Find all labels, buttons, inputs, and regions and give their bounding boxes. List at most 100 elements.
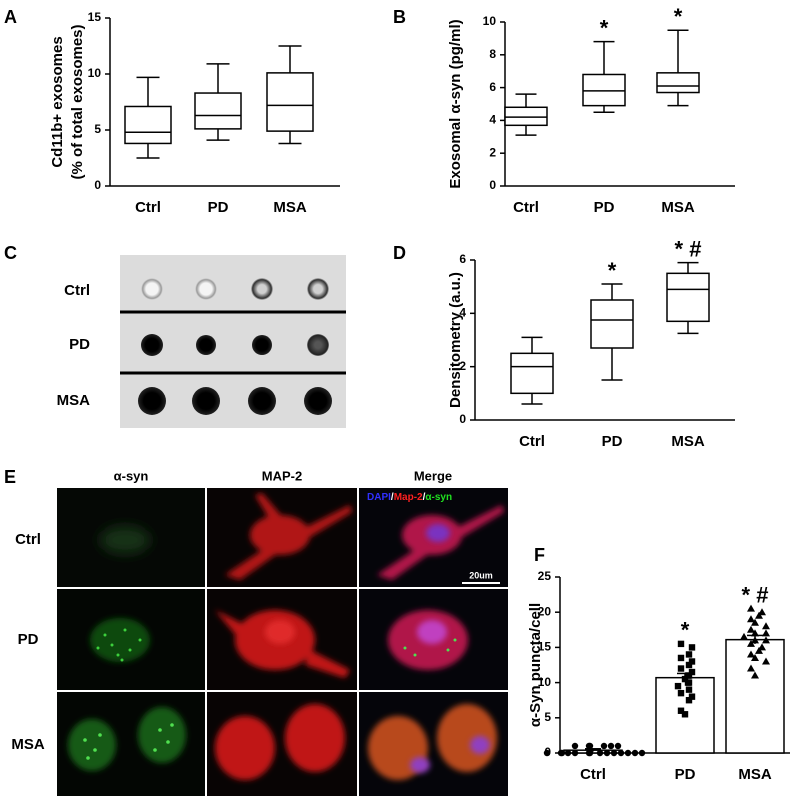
box xyxy=(666,272,710,323)
y-tick-label: 10 xyxy=(88,66,102,80)
row-label: Ctrl xyxy=(15,531,41,548)
y-tick-label: 2 xyxy=(489,145,496,159)
merge-legend: DAPI/Map-2/α-syn xyxy=(367,492,452,503)
significance-marker: * xyxy=(600,15,609,40)
data-point xyxy=(758,608,766,616)
bar xyxy=(655,676,715,754)
dot-blot xyxy=(120,255,346,428)
legend-segment: / xyxy=(423,492,426,503)
legend-segment: α-syn xyxy=(425,492,452,503)
data-point xyxy=(607,742,615,750)
blot-dot xyxy=(141,334,163,356)
legend-segment: Map-2 xyxy=(394,492,423,503)
y-tick-label: 2 xyxy=(459,359,466,373)
y-tick-label: 15 xyxy=(538,640,552,654)
data-point xyxy=(751,629,759,637)
data-point xyxy=(740,632,748,640)
data-point xyxy=(586,742,594,750)
x-tick-label: MSA xyxy=(661,199,695,216)
y-tick-label: 5 xyxy=(544,710,551,724)
data-point xyxy=(751,636,759,644)
y-axis-label: α-Syn puncta/cell xyxy=(527,603,544,727)
data-point xyxy=(747,615,755,623)
data-point xyxy=(688,658,696,665)
y-tick-label: 0 xyxy=(489,178,496,192)
y-axis-label: (% of total exosomes) xyxy=(69,24,86,179)
legend-segment: / xyxy=(391,492,394,503)
significance-marker: * # xyxy=(742,582,769,607)
significance-marker: * xyxy=(674,4,683,29)
data-point xyxy=(624,749,632,757)
column-header: Merge xyxy=(414,468,452,483)
y-tick-label: 10 xyxy=(538,675,552,689)
data-point xyxy=(762,657,770,665)
y-tick-label: 4 xyxy=(459,306,466,320)
blot-dot xyxy=(138,387,166,415)
x-tick-label: PD xyxy=(675,766,696,783)
data-point xyxy=(677,654,685,662)
data-point xyxy=(596,749,604,757)
x-tick-label: MSA xyxy=(738,766,772,783)
y-tick-label: 10 xyxy=(483,14,497,28)
x-tick-label: Ctrl xyxy=(513,199,539,216)
y-tick-label: 15 xyxy=(88,10,102,24)
data-point xyxy=(751,618,759,626)
blot-dot xyxy=(251,278,273,300)
blot-row-label: MSA xyxy=(57,392,91,409)
y-tick-label: 4 xyxy=(489,113,496,127)
data-point xyxy=(755,611,763,619)
blot-dot xyxy=(192,387,220,415)
data-point xyxy=(610,749,618,757)
data-point xyxy=(762,636,770,644)
data-point xyxy=(747,664,755,672)
data-point xyxy=(688,693,696,700)
y-axis-label: Cd11b+ exosomes xyxy=(49,36,66,167)
x-tick-label: PD xyxy=(208,199,229,216)
x-tick-label: MSA xyxy=(671,433,705,450)
y-tick-label: 5 xyxy=(94,122,101,136)
scale-bar-label: 20um xyxy=(469,570,493,580)
box xyxy=(656,72,700,94)
row-label: PD xyxy=(18,631,39,648)
legend-segment: DAPI xyxy=(367,492,391,503)
x-tick-label: Ctrl xyxy=(580,766,606,783)
y-tick-label: 6 xyxy=(459,252,466,266)
data-point xyxy=(747,625,755,633)
x-tick-label: MSA xyxy=(273,199,307,216)
blot-dot xyxy=(307,334,329,356)
blot-dot xyxy=(248,387,276,415)
data-point xyxy=(543,749,551,757)
y-tick-label: 6 xyxy=(489,80,496,94)
box xyxy=(590,299,634,349)
panel-letter: E xyxy=(4,467,16,487)
y-tick-label: 20 xyxy=(538,604,552,618)
data-point xyxy=(751,671,759,679)
column-header: MAP-2 xyxy=(262,468,302,483)
box xyxy=(510,352,554,395)
data-point xyxy=(558,749,566,757)
data-point xyxy=(614,742,622,750)
panel-letter: D xyxy=(393,243,406,263)
micrographs xyxy=(57,488,508,796)
blot-dot xyxy=(304,387,332,415)
data-point xyxy=(685,697,693,704)
significance-marker: * xyxy=(681,618,690,643)
data-point xyxy=(603,749,611,757)
data-point xyxy=(571,749,579,757)
x-tick-label: Ctrl xyxy=(519,433,545,450)
x-tick-label: PD xyxy=(594,199,615,216)
data-point xyxy=(685,651,693,658)
y-axis-label: Exosomal α-syn (pg/ml) xyxy=(447,19,464,188)
blot-dot xyxy=(195,278,217,300)
data-point xyxy=(758,643,766,651)
panel-letter: C xyxy=(4,243,17,263)
data-point xyxy=(674,682,682,690)
blot-dot xyxy=(141,278,163,300)
data-point xyxy=(762,629,770,637)
box xyxy=(124,105,172,145)
panel-letter: B xyxy=(393,7,406,27)
data-point xyxy=(688,644,696,651)
x-tick-label: PD xyxy=(602,433,623,450)
blot-dot xyxy=(252,335,272,355)
